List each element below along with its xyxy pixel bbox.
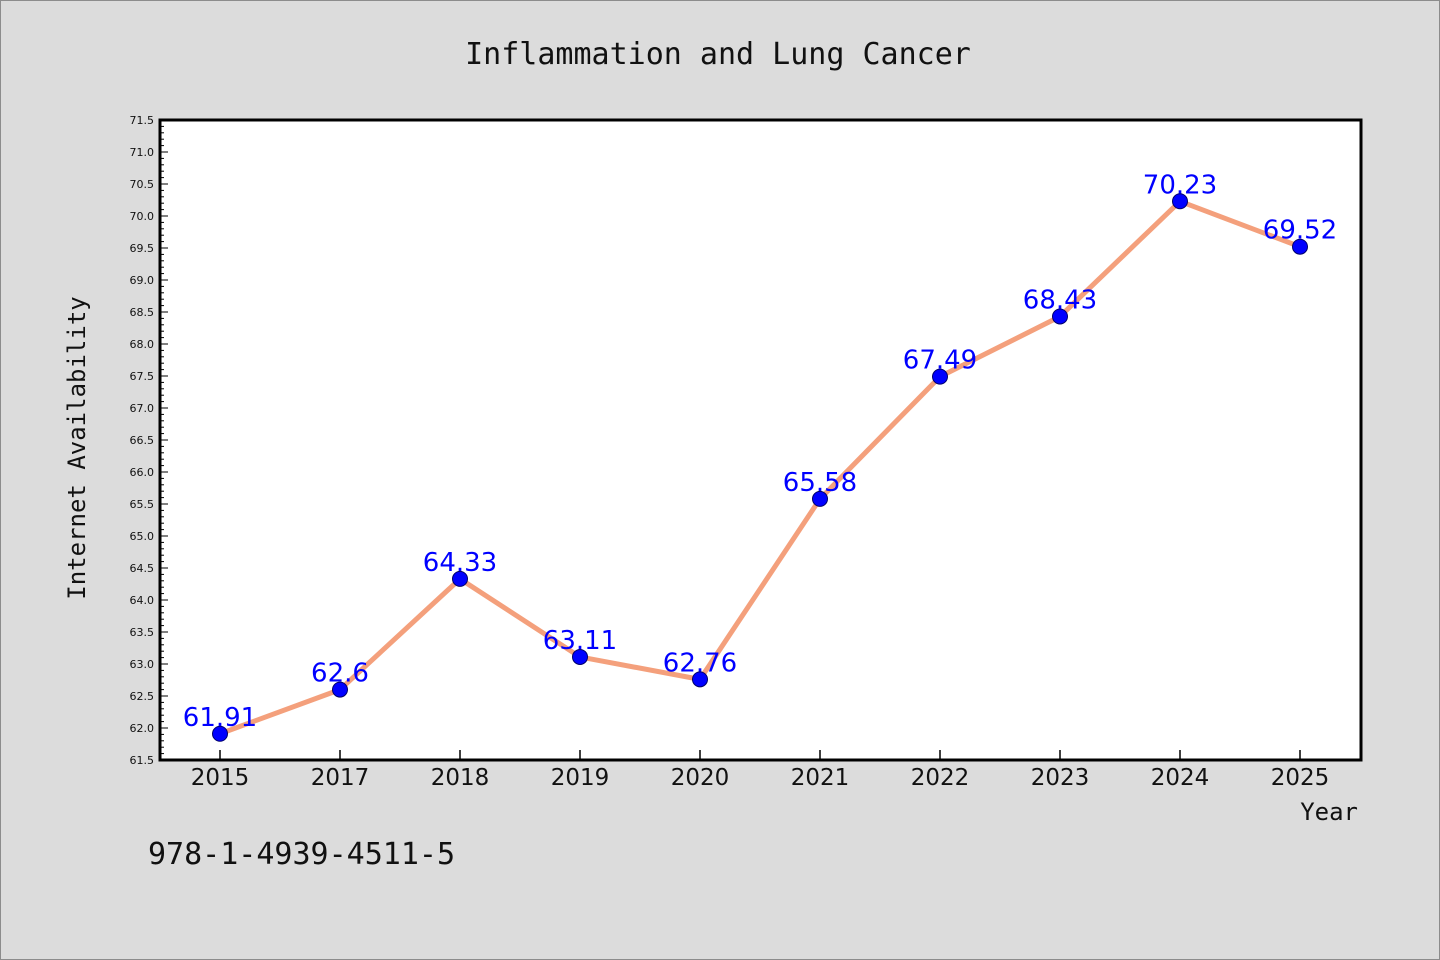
- x-tick-label: 2024: [1151, 765, 1210, 791]
- series-line: [217, 198, 1303, 737]
- y-tick-label: 62.0: [130, 722, 155, 735]
- data-point-label: 61.91: [183, 703, 257, 733]
- y-tick-label: 69.0: [130, 274, 155, 287]
- x-tick-label: 2018: [431, 765, 490, 791]
- x-axis: 2015 2017 2018 2019 2020 2021 2022 2023 2024 2025: [191, 750, 1330, 791]
- y-tick-label: 65.0: [130, 530, 155, 543]
- y-tick-label: 61.5: [130, 754, 155, 767]
- y-tick-label: 65.5: [130, 498, 155, 511]
- isbn-text: 978-1-4939-4511-5: [148, 837, 455, 872]
- y-tick-label: 66.0: [130, 466, 155, 479]
- y-tick-label: 71.5: [130, 114, 155, 127]
- chart-title: Inflammation and Lung Cancer: [465, 37, 971, 72]
- y-axis-label: Internet Availability: [63, 296, 91, 599]
- data-point-label: 62.76: [663, 648, 737, 678]
- y-tick-label: 71.0: [130, 146, 155, 159]
- y-axis: 61.5 62.0 62.5 63.0 63.5 64.0 64.5 65.0 65.5 66.0…: [130, 114, 168, 767]
- data-point-label: 62.6: [311, 659, 369, 689]
- data-point-label: 69.52: [1263, 216, 1337, 246]
- x-tick-label: 2017: [311, 765, 370, 791]
- y-tick-label: 66.5: [130, 434, 155, 447]
- data-point-label: 67.49: [903, 346, 977, 376]
- y-tick-label: 63.0: [130, 658, 155, 671]
- y-tick-label: 70.0: [130, 210, 155, 223]
- y-tick-label: 62.5: [130, 690, 155, 703]
- data-point-label: 64.33: [423, 548, 497, 578]
- data-point-marker: [452, 570, 468, 587]
- y-tick-label: 67.5: [130, 370, 155, 383]
- y-tick-label: 68.5: [130, 306, 155, 319]
- y-tick-label: 64.0: [130, 594, 155, 607]
- data-point-label: 68.43: [1023, 285, 1097, 315]
- data-point-label: 65.58: [783, 468, 857, 498]
- data-markers: [212, 193, 1308, 742]
- x-tick-label: 2020: [671, 765, 730, 791]
- data-labels: 61.91 62.6 64.33 63.11 62.76 65.58 67.49 68.43 7…: [183, 170, 1337, 732]
- x-tick-label: 2019: [551, 765, 610, 791]
- data-point-label: 63.11: [543, 626, 617, 656]
- x-tick-label: 2022: [911, 765, 970, 791]
- data-point-label: 70.23: [1143, 170, 1217, 200]
- data-point-marker: [1052, 308, 1068, 325]
- y-tick-label: 68.0: [130, 338, 155, 351]
- y-tick-label: 70.5: [130, 178, 155, 191]
- data-point-marker: [932, 368, 948, 385]
- x-tick-label: 2023: [1031, 765, 1090, 791]
- data-point-marker: [1172, 193, 1188, 210]
- x-tick-label: 2015: [191, 765, 250, 791]
- y-tick-label: 63.5: [130, 626, 155, 639]
- plot-area: [158, 118, 1363, 762]
- data-point-marker: [332, 681, 348, 698]
- y-tick-label: 69.5: [130, 242, 155, 255]
- data-point-marker: [692, 671, 708, 688]
- data-point-marker: [1292, 238, 1308, 255]
- x-tick-label: 2025: [1271, 765, 1330, 791]
- data-point-marker: [212, 725, 228, 742]
- data-point-marker: [572, 648, 588, 665]
- data-point-marker: [812, 490, 828, 507]
- y-tick-label: 64.5: [130, 562, 155, 575]
- x-axis-label: Year: [1300, 798, 1358, 826]
- x-tick-label: 2021: [791, 765, 850, 791]
- y-tick-label: 67.0: [130, 402, 155, 415]
